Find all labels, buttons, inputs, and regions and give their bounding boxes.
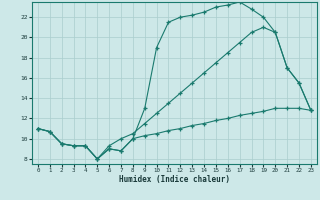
X-axis label: Humidex (Indice chaleur): Humidex (Indice chaleur) bbox=[119, 175, 230, 184]
